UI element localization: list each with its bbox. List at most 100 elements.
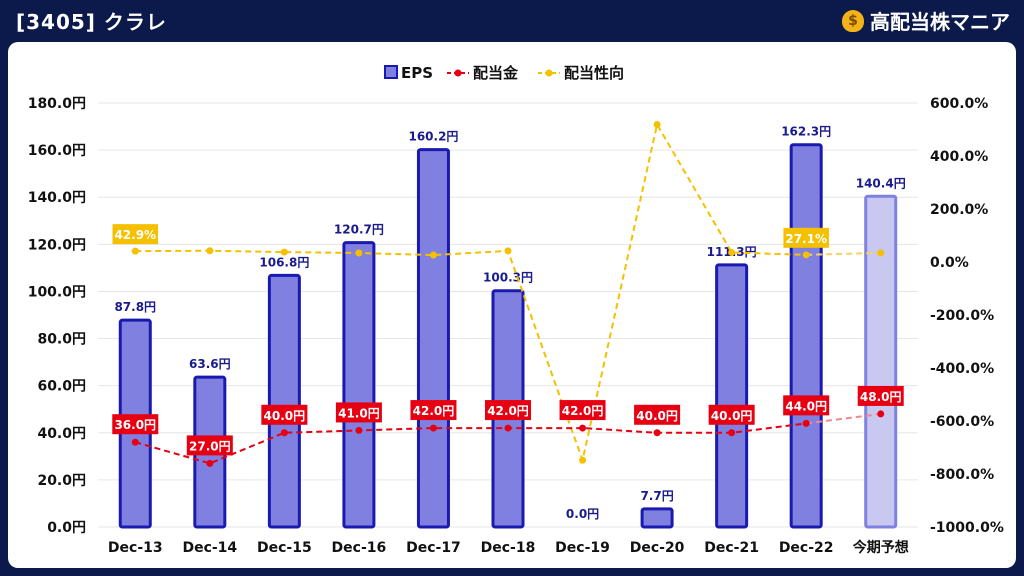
eps-bar — [267, 273, 301, 529]
dividend-point — [579, 424, 587, 432]
dividend-data-label: 41.0円 — [338, 406, 380, 420]
dividend-data-label: 42.0円 — [413, 404, 455, 418]
x-tick-label: Dec-15 — [257, 540, 312, 556]
y-right-tick-label: -600.0% — [930, 414, 994, 430]
dividend-point — [355, 426, 363, 434]
brand-logo: $ 高配当株マニア — [842, 6, 1010, 35]
eps-bar — [640, 507, 674, 529]
payout-point — [504, 247, 512, 255]
dividend-point — [504, 424, 512, 432]
dividend-label-box — [634, 404, 681, 425]
y-right-tick-label: 200.0% — [930, 202, 988, 218]
y-right-tick-label: -200.0% — [930, 308, 994, 324]
eps-data-label: 106.8円 — [259, 255, 309, 269]
payout-point — [206, 247, 214, 255]
dividend-data-label: 42.0円 — [562, 404, 604, 418]
y-right-tick-label: -800.0% — [930, 467, 994, 483]
legend-dividend-label: 配当金 — [473, 64, 519, 82]
x-tick-label: Dec-14 — [182, 540, 237, 556]
eps-bar — [789, 143, 823, 529]
y-left-tick-label: 120.0円 — [28, 237, 86, 253]
payout-point — [280, 248, 288, 256]
y-left-tick-label: 100.0円 — [28, 284, 86, 300]
eps-data-label: 160.2円 — [408, 130, 458, 144]
eps-data-label: 120.7円 — [334, 223, 384, 237]
x-tick-label: Dec-22 — [779, 540, 834, 556]
legend-payout-label: 配当性向 — [564, 64, 624, 82]
payout-label-box — [112, 224, 159, 245]
y-left-tick-label: 80.0円 — [37, 332, 86, 348]
dividend-point — [206, 459, 214, 467]
dividend-label-box — [410, 400, 457, 421]
dividend-label-box — [783, 395, 830, 416]
eps-data-label: 0.0円 — [566, 507, 599, 521]
eps-data-label: 140.4円 — [856, 176, 906, 190]
eps-bar — [864, 194, 898, 529]
dividend-line-forecast — [806, 412, 881, 425]
dividend-label-box — [261, 404, 308, 425]
y-left-tick-label: 180.0円 — [28, 96, 86, 112]
payout-point — [131, 247, 139, 255]
payout-data-label: 27.1% — [785, 232, 827, 246]
x-tick-label: Dec-20 — [630, 540, 685, 556]
dividend-point — [728, 429, 736, 437]
payout-point — [802, 251, 810, 259]
dividend-point — [429, 424, 437, 432]
dividend-data-label: 40.0円 — [711, 409, 753, 423]
dividend-data-label: 48.0円 — [860, 390, 902, 404]
dividend-label-box — [559, 400, 606, 421]
dividend-data-label: 42.0円 — [487, 404, 529, 418]
payout-label-box — [783, 227, 829, 248]
eps-bar — [342, 241, 376, 529]
y-left-tick-label: 60.0円 — [37, 379, 86, 395]
dividend-label-box — [186, 435, 233, 456]
y-right-tick-label: -400.0% — [930, 361, 994, 377]
eps-data-label: 162.3円 — [781, 125, 831, 139]
x-tick-label: Dec-21 — [704, 540, 759, 556]
eps-bar — [715, 263, 749, 529]
dividend-point — [877, 410, 885, 418]
legend-eps-swatch — [384, 65, 398, 79]
legend-dividend-marker — [454, 69, 462, 77]
y-left-tick-label: 140.0円 — [28, 190, 86, 206]
payout-point — [429, 251, 437, 259]
dividend-data-label: 27.0円 — [189, 439, 231, 453]
dividend-data-label: 36.0円 — [114, 418, 156, 432]
eps-data-label: 7.7円 — [640, 489, 673, 503]
dividend-label-box — [857, 385, 904, 406]
payout-point — [355, 249, 363, 257]
x-tick-label: Dec-16 — [332, 540, 387, 556]
dividend-data-label: 44.0円 — [785, 399, 827, 413]
dividend-point — [653, 429, 661, 437]
dividend-data-label: 40.0円 — [264, 409, 306, 423]
y-left-tick-label: 0.0円 — [47, 520, 86, 536]
payout-data-label: 42.9% — [114, 228, 156, 242]
payout-line-forecast — [806, 251, 881, 256]
x-tick-label: Dec-13 — [108, 540, 163, 556]
y-right-tick-label: 600.0% — [930, 96, 988, 112]
eps-data-label: 100.3円 — [483, 271, 533, 285]
money-bag-icon: $ — [842, 9, 864, 32]
legend-payout-marker — [545, 69, 553, 77]
payout-point — [877, 249, 885, 257]
legend-eps-label: EPS — [401, 64, 433, 82]
eps-data-label: 63.6円 — [189, 357, 231, 371]
dividend-line — [134, 422, 807, 465]
brand-name: 高配当株マニア — [870, 10, 1010, 34]
dividend-data-label: 40.0円 — [636, 409, 678, 423]
payout-point — [653, 120, 661, 128]
eps-bar — [416, 148, 450, 529]
x-tick-label: Dec-17 — [406, 540, 461, 556]
x-tick-label: 今期予想 — [852, 539, 909, 556]
dividend-label-box — [708, 404, 755, 425]
x-tick-label: Dec-19 — [555, 540, 610, 556]
x-tick-label: Dec-18 — [481, 540, 536, 556]
payout-point — [579, 456, 587, 464]
payout-line — [135, 121, 807, 464]
y-left-tick-label: 40.0円 — [37, 426, 86, 442]
dividend-label-box — [485, 400, 531, 421]
y-left-tick-label: 20.0円 — [37, 473, 86, 489]
y-right-tick-label: 0.0% — [930, 255, 969, 271]
